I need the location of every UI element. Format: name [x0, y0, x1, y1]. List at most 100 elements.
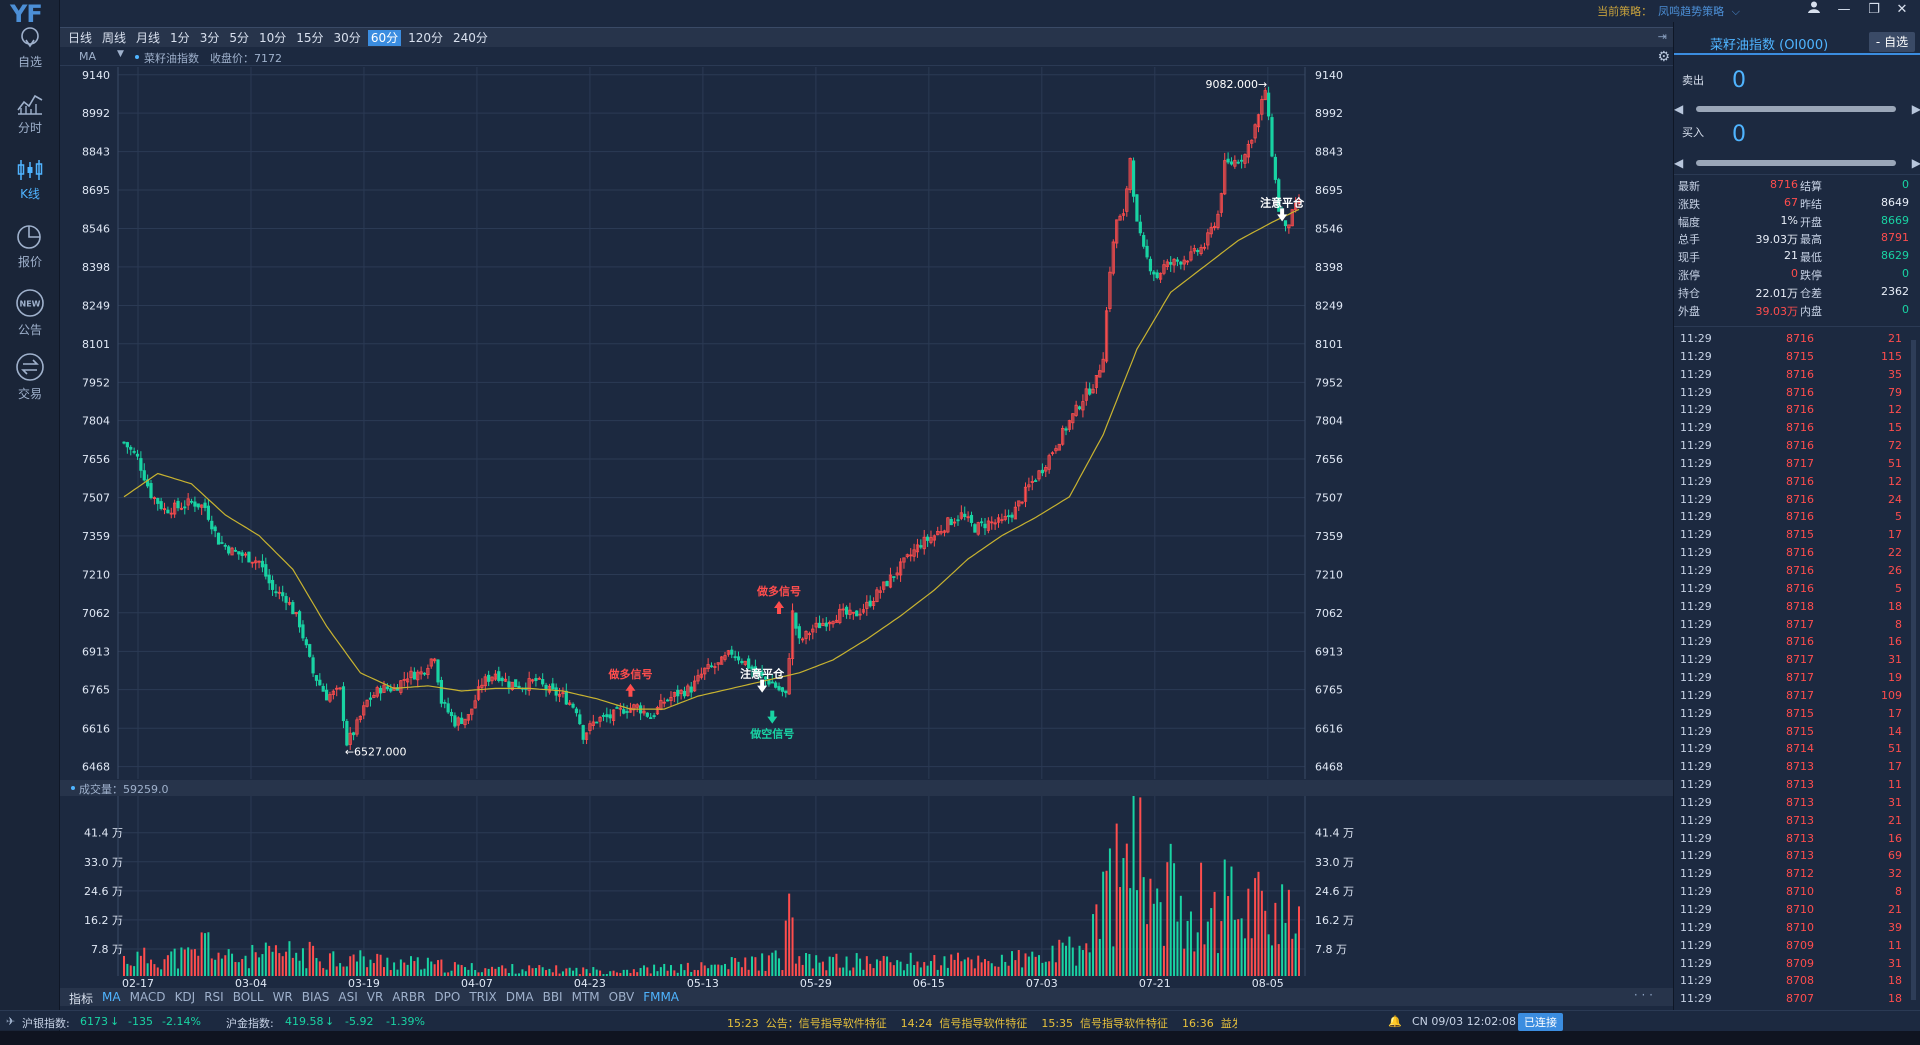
timeframe-120分[interactable]: 120分 — [408, 31, 443, 45]
volume-bar — [933, 955, 936, 976]
timeframe-周线[interactable]: 周线 — [102, 31, 127, 45]
arrow-left-icon[interactable]: ◀ — [1674, 156, 1684, 170]
indicator-bias[interactable]: BIAS — [301, 990, 330, 1004]
candle-body — [696, 675, 700, 682]
arrow-right-icon[interactable]: ▶ — [1911, 102, 1920, 116]
date-tick: 07-03 — [1026, 977, 1058, 988]
nav-item-announce[interactable]: NEW 公告 — [0, 288, 60, 338]
volume-bar — [298, 960, 301, 976]
volume-bar — [204, 933, 207, 976]
indicator-bbi[interactable]: BBI — [542, 990, 563, 1004]
candle-body — [959, 512, 963, 519]
volume-tick-left: 33.0 万 — [84, 856, 123, 869]
arrow-right-icon[interactable]: ▶ — [1911, 156, 1920, 170]
arrow-left-icon[interactable]: ◀ — [1674, 102, 1684, 116]
nav-item-kline[interactable]: K线 — [0, 158, 60, 202]
nav-item-favorites[interactable]: 自选 — [0, 26, 60, 70]
candle-body — [1226, 158, 1230, 163]
candle-body — [1158, 272, 1163, 280]
tick-scrollbar[interactable] — [1911, 340, 1916, 1000]
volume-bar — [788, 893, 791, 976]
volume-bar — [737, 961, 740, 976]
user-icon[interactable] — [1800, 0, 1828, 20]
volume-bar — [301, 948, 304, 976]
pin-icon[interactable]: ✈ — [6, 1015, 16, 1028]
price-tick-left: 7507 — [82, 492, 110, 505]
candle-body — [368, 697, 373, 700]
volume-bar — [494, 968, 497, 976]
sell-scrollbar[interactable] — [1696, 106, 1896, 112]
gear-icon[interactable]: ⚙ — [1657, 49, 1670, 65]
tick-volume: 35 — [1888, 367, 1902, 381]
ma-selector[interactable]: MA — [79, 50, 97, 63]
close-button[interactable]: ✕ — [1896, 2, 1908, 17]
more-icon[interactable]: · · · — [1633, 988, 1653, 1002]
remove-favorite-button[interactable]: - 自选 — [1869, 32, 1915, 52]
timeframe-1分[interactable]: 1分 — [170, 31, 190, 45]
timeframe-10分[interactable]: 10分 — [258, 31, 287, 45]
timeframe-5分[interactable]: 5分 — [229, 31, 249, 45]
tick-list[interactable]: 11:29 8716 21 11:29 8715 115 11:29 8716 35 11:29 8… — [1674, 332, 1904, 1010]
indicator-trix[interactable]: TRIX — [469, 990, 497, 1004]
volume-title: 成交量：59259.0 — [79, 783, 169, 796]
tick-volume: 69 — [1888, 849, 1902, 863]
nav-item-trade[interactable]: 交易 — [0, 352, 60, 402]
volume-bar — [997, 966, 1000, 976]
volume-bar — [545, 970, 548, 976]
indicator-label[interactable]: 指标 — [69, 992, 94, 1006]
timeframe-3分[interactable]: 3分 — [199, 31, 220, 45]
strategy-selector[interactable]: 当前策略： 凤鸣趋势策略 ⌵ — [1597, 3, 1740, 19]
volume-bar — [247, 968, 250, 976]
timeframe-15分[interactable]: 15分 — [296, 31, 324, 45]
chevron-down-icon[interactable]: ▼ — [117, 49, 124, 59]
timeframe-240分[interactable]: 240分 — [453, 31, 488, 45]
indicator-wr[interactable]: WR — [272, 990, 293, 1004]
indicator-dma[interactable]: DMA — [505, 990, 534, 1004]
tick-row: 11:29 8713 21 — [1674, 814, 1904, 832]
candle-body — [868, 600, 872, 607]
candle-body — [169, 512, 173, 515]
indicator-dpo[interactable]: DPO — [434, 990, 461, 1004]
volume-bar — [1152, 903, 1155, 976]
timeframe-30分[interactable]: 30分 — [333, 31, 361, 45]
volume-bar — [987, 961, 990, 976]
indicator-rsi[interactable]: RSI — [204, 990, 224, 1004]
candle-body — [328, 694, 332, 702]
volume-bar — [342, 966, 345, 976]
volume-bar — [1220, 921, 1223, 976]
indicator-boll[interactable]: BOLL — [232, 990, 264, 1004]
timeframe-月线[interactable]: 月线 — [136, 31, 161, 45]
tick-volume: 16 — [1888, 831, 1902, 845]
nav-item-timeshare[interactable]: 分时 — [0, 92, 60, 136]
candle-body — [1145, 245, 1149, 258]
timeframe-60分[interactable]: 60分 — [367, 30, 402, 46]
scroll-thumb[interactable] — [1911, 340, 1916, 1000]
indicator-asi[interactable]: ASI — [338, 990, 358, 1004]
volume-bar — [605, 974, 608, 976]
maximize-button[interactable]: ❐ — [1868, 2, 1880, 17]
indicator-obv[interactable]: OBV — [608, 990, 635, 1004]
indicator-arbr[interactable]: ARBR — [392, 990, 426, 1004]
candle-body — [314, 675, 319, 681]
volume-chart[interactable]: 41.4 万 41.4 万 33.0 万 33.0 万 24.6 万 24.6 万 16.2… — [60, 796, 1673, 988]
collapse-arrow-icon[interactable]: ⇥ — [1657, 30, 1667, 43]
volume-bar — [1095, 904, 1098, 976]
bell-icon[interactable]: 🔔 — [1388, 1015, 1402, 1028]
indicator-mtm[interactable]: MTM — [571, 990, 600, 1004]
indicator-vr[interactable]: VR — [366, 990, 384, 1004]
news-ticker[interactable]: 15:23 公告：信号指导软件特征 14:24 信号指导软件特征 15:35 信… — [727, 1017, 1237, 1030]
volume-bar — [1071, 947, 1074, 976]
indicator-fmma[interactable]: FMMA — [643, 990, 680, 1004]
candlestick-chart[interactable]: 9140 9140 8992 8992 8843 8843 8695 8695 8546 8546… — [60, 67, 1673, 780]
indicator-macd[interactable]: MACD — [129, 990, 166, 1004]
candle-body — [720, 656, 724, 665]
volume-bar — [842, 967, 845, 976]
buy-scrollbar[interactable] — [1696, 160, 1896, 166]
timeframe-日线[interactable]: 日线 — [68, 31, 93, 45]
indicator-ma[interactable]: MA — [102, 990, 121, 1004]
quote-row: 现手 21 最低 8629 — [1674, 249, 1920, 267]
indicator-kdj[interactable]: KDJ — [174, 990, 196, 1004]
minimize-button[interactable]: — — [1837, 2, 1851, 17]
nav-item-quote[interactable]: 报价 — [0, 222, 60, 270]
volume-bar — [696, 970, 699, 976]
